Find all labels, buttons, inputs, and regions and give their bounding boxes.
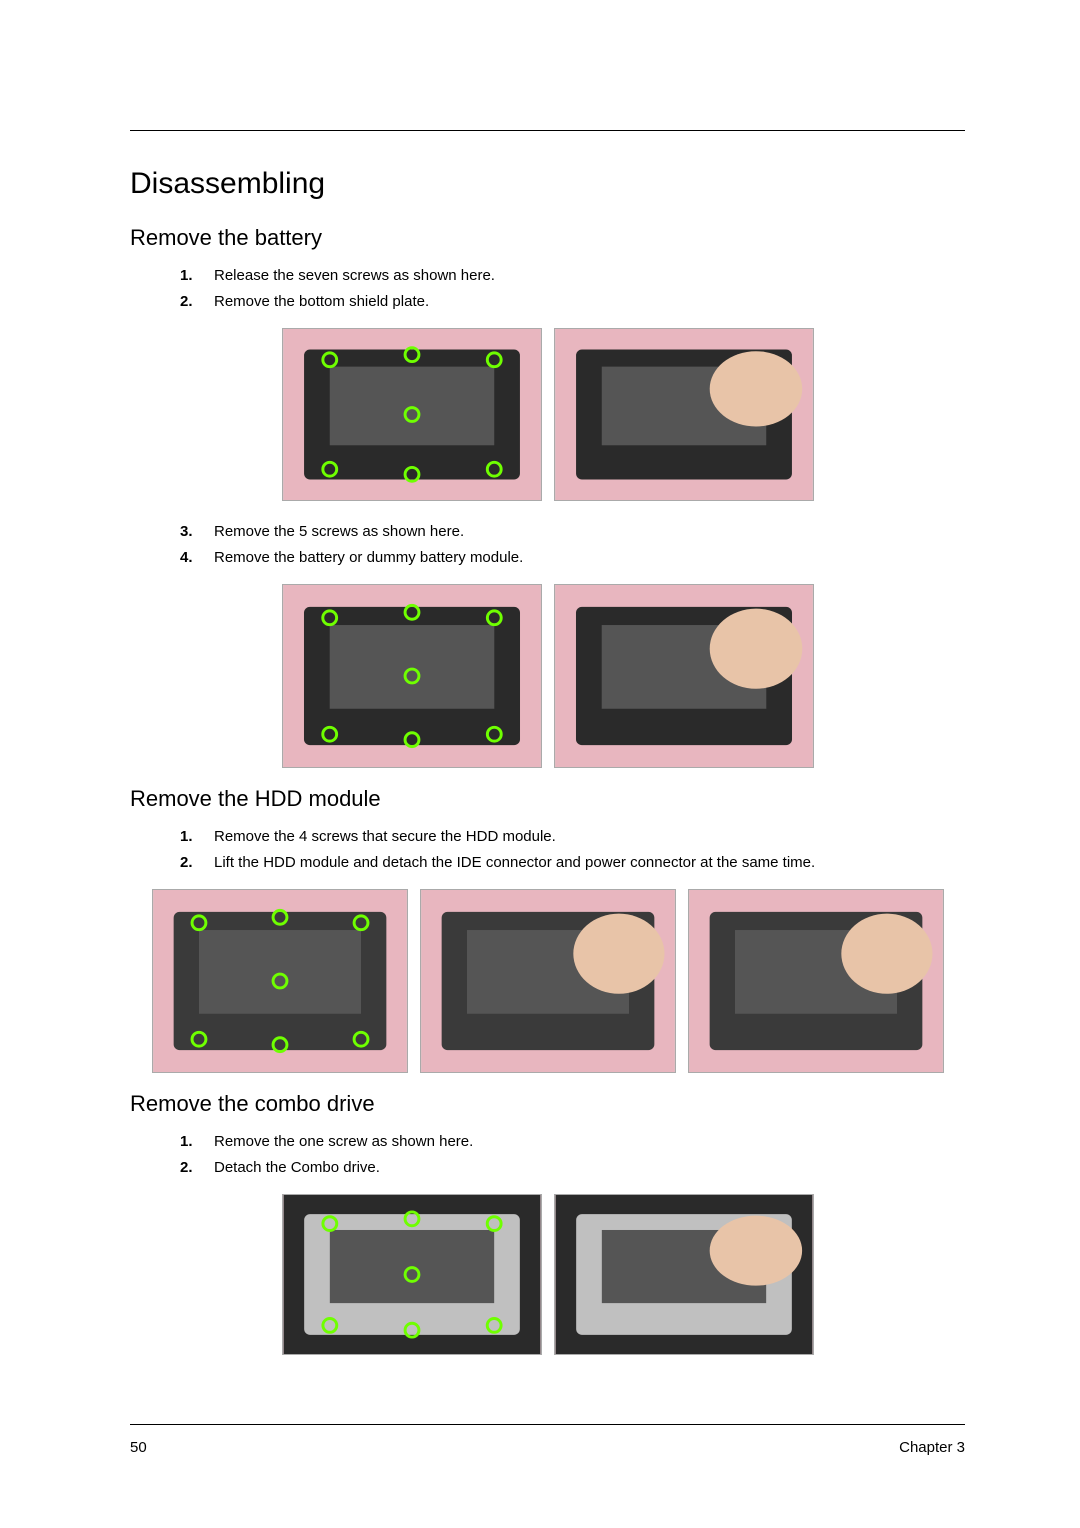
battery-steps-b: 3. Remove the 5 screws as shown here. 4. Re…	[130, 519, 965, 570]
hdd-image-row	[130, 889, 965, 1073]
footer-text: 50 Chapter 3	[130, 1439, 965, 1456]
step-number: 3.	[180, 519, 193, 545]
step-number: 2.	[180, 850, 193, 876]
step-number: 1.	[180, 824, 193, 850]
step-item: 2. Remove the bottom shield plate.	[180, 289, 965, 315]
step-item: 1. Remove the one screw as shown here.	[180, 1129, 965, 1155]
step-text: Remove the battery or dummy battery modu…	[214, 549, 523, 566]
step-text: Remove the bottom shield plate.	[214, 293, 429, 310]
footer-rule	[130, 1424, 965, 1425]
step-item: 3. Remove the 5 screws as shown here.	[180, 519, 965, 545]
step-number: 1.	[180, 1129, 193, 1155]
main-heading: Disassembling	[130, 167, 965, 201]
chapter-label: Chapter 3	[899, 1439, 965, 1456]
footer: 50 Chapter 3	[130, 1424, 965, 1456]
instruction-photo	[688, 889, 944, 1073]
step-number: 2.	[180, 1155, 193, 1181]
page: Disassembling Remove the battery 1. Relea…	[0, 0, 1080, 1528]
step-item: 2. Lift the HDD module and detach the IDE…	[180, 850, 965, 876]
instruction-photo	[282, 584, 542, 768]
step-text: Remove the one screw as shown here.	[214, 1133, 473, 1150]
instruction-photo	[420, 889, 676, 1073]
instruction-photo	[282, 1194, 542, 1355]
combo-steps: 1. Remove the one screw as shown here. 2. D…	[130, 1129, 965, 1180]
instruction-photo	[152, 889, 408, 1073]
header-rule	[130, 130, 965, 131]
step-text: Release the seven screws as shown here.	[214, 267, 495, 284]
hdd-heading: Remove the HDD module	[130, 786, 965, 812]
battery-steps-a: 1. Release the seven screws as shown here…	[130, 263, 965, 314]
step-item: 1. Remove the 4 screws that secure the HD…	[180, 824, 965, 850]
instruction-photo	[554, 328, 814, 501]
instruction-photo	[282, 328, 542, 501]
step-item: 4. Remove the battery or dummy battery mo…	[180, 545, 965, 571]
instruction-photo	[554, 1194, 814, 1355]
instruction-photo	[554, 584, 814, 768]
step-number: 2.	[180, 289, 193, 315]
step-text: Remove the 5 screws as shown here.	[214, 523, 464, 540]
step-text: Detach the Combo drive.	[214, 1159, 380, 1176]
battery-heading: Remove the battery	[130, 225, 965, 251]
battery-image-row-a	[130, 328, 965, 501]
hdd-steps: 1. Remove the 4 screws that secure the HD…	[130, 824, 965, 875]
step-text: Lift the HDD module and detach the IDE c…	[214, 854, 815, 871]
step-item: 1. Release the seven screws as shown here…	[180, 263, 965, 289]
step-text: Remove the 4 screws that secure the HDD …	[214, 828, 556, 845]
step-number: 4.	[180, 545, 193, 571]
step-number: 1.	[180, 263, 193, 289]
combo-heading: Remove the combo drive	[130, 1091, 965, 1117]
page-number: 50	[130, 1439, 147, 1456]
step-item: 2. Detach the Combo drive.	[180, 1155, 965, 1181]
combo-image-row	[130, 1194, 965, 1355]
battery-image-row-b	[130, 584, 965, 768]
